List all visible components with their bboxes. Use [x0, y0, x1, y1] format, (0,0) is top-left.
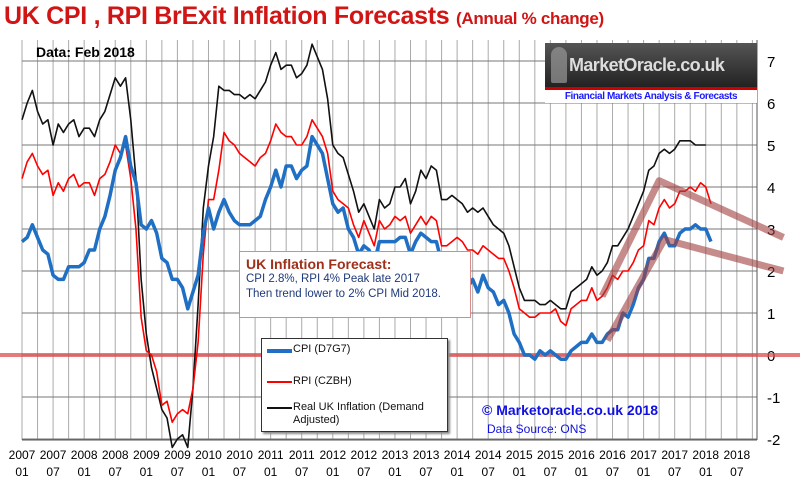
title-text: UK CPI , RPI BrExit Inflation Forecasts	[4, 2, 450, 30]
x-tick-month: 01	[140, 465, 154, 479]
logo-tagline: Financial Markets Analysis & Forecasts	[564, 91, 738, 102]
series-line-cpi	[20, 134, 713, 361]
legend-label: RPI (CZBH)	[293, 375, 352, 387]
legend-label: CPI (D7G7)	[293, 343, 351, 355]
x-tick-year: 2009	[133, 448, 160, 462]
x-tick-month: 07	[419, 465, 433, 479]
x-tick-month: 01	[264, 465, 278, 479]
y-tick-label: -1	[767, 390, 780, 407]
x-tick-month: 01	[15, 465, 29, 479]
x-tick-year: 2009	[164, 448, 191, 462]
y-tick-label: 1	[767, 306, 775, 323]
legend-swatch	[267, 407, 292, 409]
logo-name: MarketOracle.co.uk	[569, 55, 725, 75]
legend-item-real: Real UK Inflation (Demand Adjusted)	[267, 401, 424, 427]
x-tick-year: 2015	[537, 448, 564, 462]
x-tick-month: 01	[575, 465, 589, 479]
x-tick-month: 01	[326, 465, 340, 479]
x-tick-year: 2008	[102, 448, 129, 462]
x-tick-year: 2010	[226, 448, 253, 462]
logo: MarketOracle.co.uk Financial Markets Ana…	[545, 43, 757, 103]
x-tick-month: 07	[171, 465, 185, 479]
x-tick-month: 01	[513, 465, 527, 479]
data-source: Data Source: ONS	[487, 422, 587, 436]
x-tick-month: 01	[77, 465, 91, 479]
legend-item-rpi: RPI (CZBH)	[267, 375, 352, 388]
x-tick-year: 2015	[506, 448, 533, 462]
x-tick-year: 2017	[661, 448, 688, 462]
y-tick-label: 2	[767, 264, 775, 281]
y-tick-label: 5	[767, 138, 775, 155]
x-tick-year: 2014	[475, 448, 502, 462]
x-tick-year: 2011	[289, 448, 315, 462]
x-tick-month: 01	[637, 465, 651, 479]
forecast-trend-line	[599, 177, 785, 298]
series-line-rpi	[21, 119, 712, 424]
forecast-trend-line	[604, 236, 785, 343]
x-tick-year: 2008	[71, 448, 98, 462]
legend: CPI (D7G7) RPI (CZBH) Real UK Inflation …	[261, 338, 448, 432]
y-tick-label: -2	[767, 432, 780, 449]
chart-subtitle: (Annual % change)	[456, 9, 604, 28]
x-tick-year: 2012	[351, 448, 378, 462]
x-tick-year: 2011	[258, 448, 284, 462]
chart-title: UK CPI , RPI BrExit Inflation Forecasts …	[4, 2, 604, 31]
x-tick-month: 07	[233, 465, 247, 479]
forecast-heading: UK Inflation Forecast:	[246, 256, 392, 272]
legend-item-cpi: CPI (D7G7)	[267, 343, 350, 356]
legend-label-cont: Adjusted)	[293, 414, 340, 426]
x-tick-year: 2013	[413, 448, 440, 462]
legend-swatch	[267, 381, 292, 383]
x-tick-year: 2013	[382, 448, 409, 462]
x-tick-month: 01	[202, 465, 216, 479]
forecast-annotation: UK Inflation Forecast: CPI 2.8%, RPI 4% …	[239, 251, 471, 318]
y-tick-label: 7	[767, 54, 775, 71]
x-tick-year: 2016	[568, 448, 595, 462]
x-tick-month: 07	[544, 465, 558, 479]
x-tick-month: 01	[699, 465, 713, 479]
x-tick-month: 07	[46, 465, 60, 479]
legend-swatch	[267, 349, 292, 353]
x-tick-month: 07	[606, 465, 620, 479]
x-tick-month: 07	[295, 465, 309, 479]
data-date-label: Data: Feb 2018	[36, 44, 135, 60]
x-tick-month: 07	[482, 465, 496, 479]
forecast-line-2: Then trend lower to 2% CPI Mid 2018.	[246, 288, 441, 300]
x-tick-month: 07	[730, 465, 744, 479]
x-tick-year: 2010	[195, 448, 222, 462]
x-tick-year: 2007	[9, 448, 36, 462]
x-tick-year: 2018	[692, 448, 719, 462]
copyright-text: © Marketoracle.co.uk 2018	[482, 402, 659, 418]
x-tick-year: 2017	[630, 448, 657, 462]
y-tick-label: 6	[767, 96, 775, 113]
x-tick-year: 2016	[599, 448, 626, 462]
x-tick-year: 2007	[40, 448, 67, 462]
x-tick-month: 07	[109, 465, 123, 479]
x-tick-month: 01	[388, 465, 402, 479]
y-tick-label: 4	[767, 180, 775, 197]
forecast-line-1: CPI 2.8%, RPI 4% Peak late 2017	[246, 273, 420, 285]
x-tick-month: 07	[357, 465, 371, 479]
x-tick-year: 2012	[319, 448, 346, 462]
legend-label: Real UK Inflation (Demand	[293, 401, 424, 413]
x-tick-year: 2014	[444, 448, 471, 462]
statue-icon	[551, 47, 567, 83]
x-tick-year: 2018	[723, 448, 750, 462]
x-tick-month: 07	[668, 465, 682, 479]
x-tick-month: 01	[450, 465, 464, 479]
